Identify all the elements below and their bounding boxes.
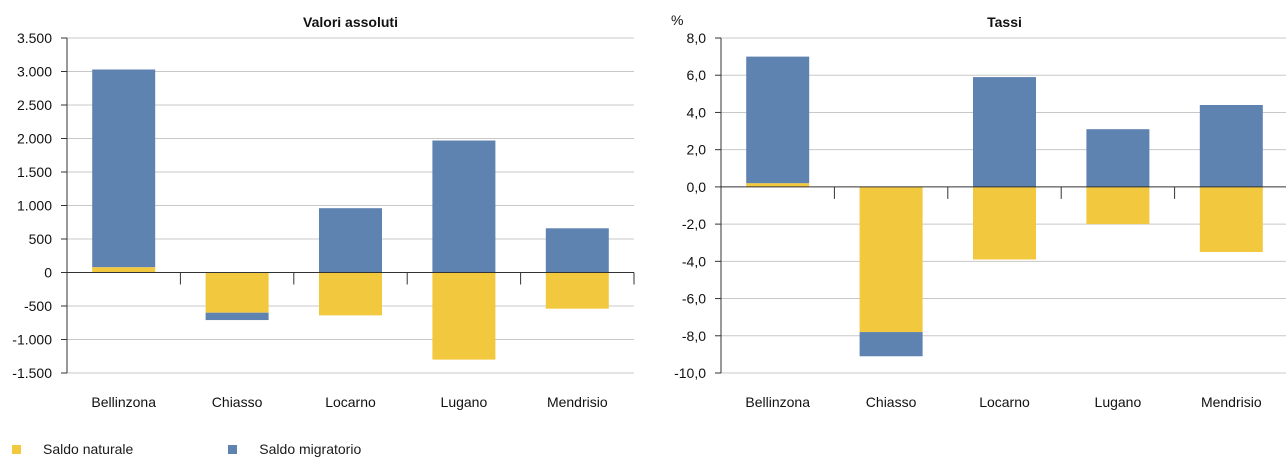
- rates-bar-saldo-migratorio-mendrisio: [1199, 105, 1263, 187]
- absolute-y-tick-label: -1.000: [12, 332, 52, 348]
- legend-item-saldo-migratorio: Saldo migratorio: [228, 441, 361, 457]
- absolute-y-tick-label: 3.000: [17, 64, 52, 80]
- legend-label-saldo-migratorio: Saldo migratorio: [259, 441, 362, 457]
- rates-y-tick-label: 0,0: [687, 179, 707, 195]
- rates-bar-saldo-naturale-mendrisio: [1199, 186, 1263, 253]
- absolute-y-tick-label: 3.500: [17, 30, 52, 46]
- rates-y-tick-label: 8,0: [687, 30, 707, 46]
- rates-y-tick-label: -10,0: [674, 365, 706, 381]
- legend: Saldo naturale Saldo migratorio: [12, 440, 361, 458]
- rates-x-tick-label-chiasso: Chiasso: [866, 394, 917, 410]
- rates-bar-saldo-naturale-bellinzona: [746, 183, 810, 187]
- absolute-x-tick-label-chiasso: Chiasso: [212, 394, 263, 410]
- absolute-x-tick-label-bellinzona: Bellinzona: [91, 394, 156, 410]
- absolute-y-tick-label: 1.000: [17, 198, 52, 214]
- absolute-y-tick-label: 500: [29, 231, 53, 247]
- absolute-bar-saldo-migratorio-bellinzona: [92, 69, 156, 268]
- rates-x-tick-label-mendrisio: Mendrisio: [1201, 394, 1262, 410]
- absolute-x-tick-label-mendrisio: Mendrisio: [547, 394, 608, 410]
- rates-chart-title: Tassi: [987, 14, 1022, 30]
- rates-bar-saldo-naturale-locarno: [973, 186, 1036, 260]
- absolute-bar-saldo-naturale-chiasso: [205, 272, 269, 313]
- absolute-x-tick-label-locarno: Locarno: [325, 394, 376, 410]
- rates-bar-saldo-migratorio-chiasso: [859, 332, 923, 357]
- rates-bar-saldo-migratorio-lugano: [1086, 129, 1150, 187]
- absolute-bar-saldo-migratorio-lugano: [432, 140, 496, 273]
- absolute-chart-title: Valori assoluti: [303, 14, 398, 30]
- legend-label-saldo-naturale: Saldo naturale: [43, 441, 134, 457]
- absolute-y-tick-label: 1.500: [17, 164, 52, 180]
- absolute-y-tick-label: 2.000: [17, 131, 52, 147]
- absolute-bar-saldo-naturale-mendrisio: [545, 272, 609, 309]
- rates-y-tick-label: 4,0: [687, 104, 707, 120]
- rates-y-tick-label: -8,0: [682, 328, 706, 344]
- absolute-y-tick-label: -1.500: [12, 365, 52, 381]
- rates-x-tick-label-locarno: Locarno: [979, 394, 1030, 410]
- rates-y-tick-label: 6,0: [687, 67, 707, 83]
- absolute-y-tick-label: 2.500: [17, 97, 52, 113]
- rates-bar-saldo-naturale-lugano: [1086, 186, 1150, 225]
- absolute-bar-saldo-migratorio-mendrisio: [545, 228, 609, 273]
- rates-y-tick-label: 2,0: [687, 142, 707, 158]
- legend-item-saldo-naturale: Saldo naturale: [12, 441, 133, 457]
- rates-y-tick-label: -2,0: [682, 216, 706, 232]
- rates-y-axis-label: %: [671, 12, 683, 28]
- rates-bar-saldo-migratorio-locarno: [973, 77, 1036, 187]
- absolute-bar-saldo-naturale-lugano: [432, 272, 496, 360]
- absolute-x-tick-label-lugano: Lugano: [441, 394, 488, 410]
- rates-x-tick-label-lugano: Lugano: [1095, 394, 1142, 410]
- rates-bar-saldo-naturale-chiasso: [859, 186, 923, 333]
- absolute-y-tick-label: 0: [44, 265, 52, 281]
- rates-y-tick-label: -4,0: [682, 253, 706, 269]
- legend-swatch-saldo-migratorio: [228, 444, 238, 454]
- rates-x-tick-label-bellinzona: Bellinzona: [745, 394, 810, 410]
- rates-y-tick-label: -6,0: [682, 291, 706, 307]
- absolute-bar-saldo-naturale-locarno: [319, 272, 382, 316]
- legend-swatch-saldo-naturale: [12, 444, 21, 454]
- absolute-bar-saldo-naturale-bellinzona: [92, 267, 156, 273]
- absolute-bar-saldo-migratorio-locarno: [319, 208, 382, 273]
- rates-bar-saldo-migratorio-bellinzona: [746, 56, 810, 184]
- absolute-y-tick-label: -500: [24, 298, 52, 314]
- absolute-bar-saldo-migratorio-chiasso: [205, 312, 269, 321]
- charts-canvas: Valori assoluti 3.500 3.000 2.500 2.000 1.500…: [12, 12, 1286, 410]
